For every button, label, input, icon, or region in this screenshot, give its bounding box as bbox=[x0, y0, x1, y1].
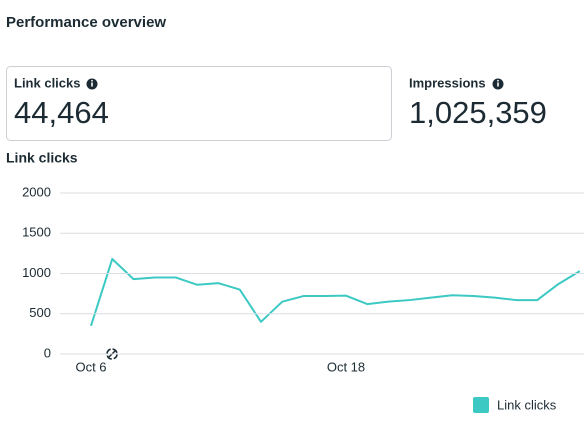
y-tick-label: 2000 bbox=[22, 184, 51, 199]
metric-label: Link clicks bbox=[14, 75, 80, 90]
y-tick-label: 1500 bbox=[22, 225, 51, 240]
legend-label: Link clicks bbox=[497, 397, 557, 412]
y-tick-label: 0 bbox=[44, 345, 51, 360]
metric-value: 44,464 bbox=[14, 95, 109, 130]
metric-label: Impressions bbox=[409, 75, 486, 90]
y-tick-label: 1000 bbox=[22, 265, 51, 280]
chart-title: Link clicks bbox=[6, 150, 78, 166]
y-tick-label: 500 bbox=[29, 305, 51, 320]
info-icon[interactable] bbox=[492, 78, 504, 90]
legend-swatch bbox=[473, 397, 489, 413]
x-tick-label: Oct 6 bbox=[75, 359, 106, 374]
metric-card[interactable] bbox=[6, 66, 392, 141]
x-tick-label: Oct 18 bbox=[327, 359, 365, 374]
data-line bbox=[90, 258, 581, 327]
info-icon[interactable] bbox=[86, 78, 98, 90]
page-title: Performance overview bbox=[6, 14, 166, 31]
metric-value: 1,025,359 bbox=[409, 95, 547, 130]
